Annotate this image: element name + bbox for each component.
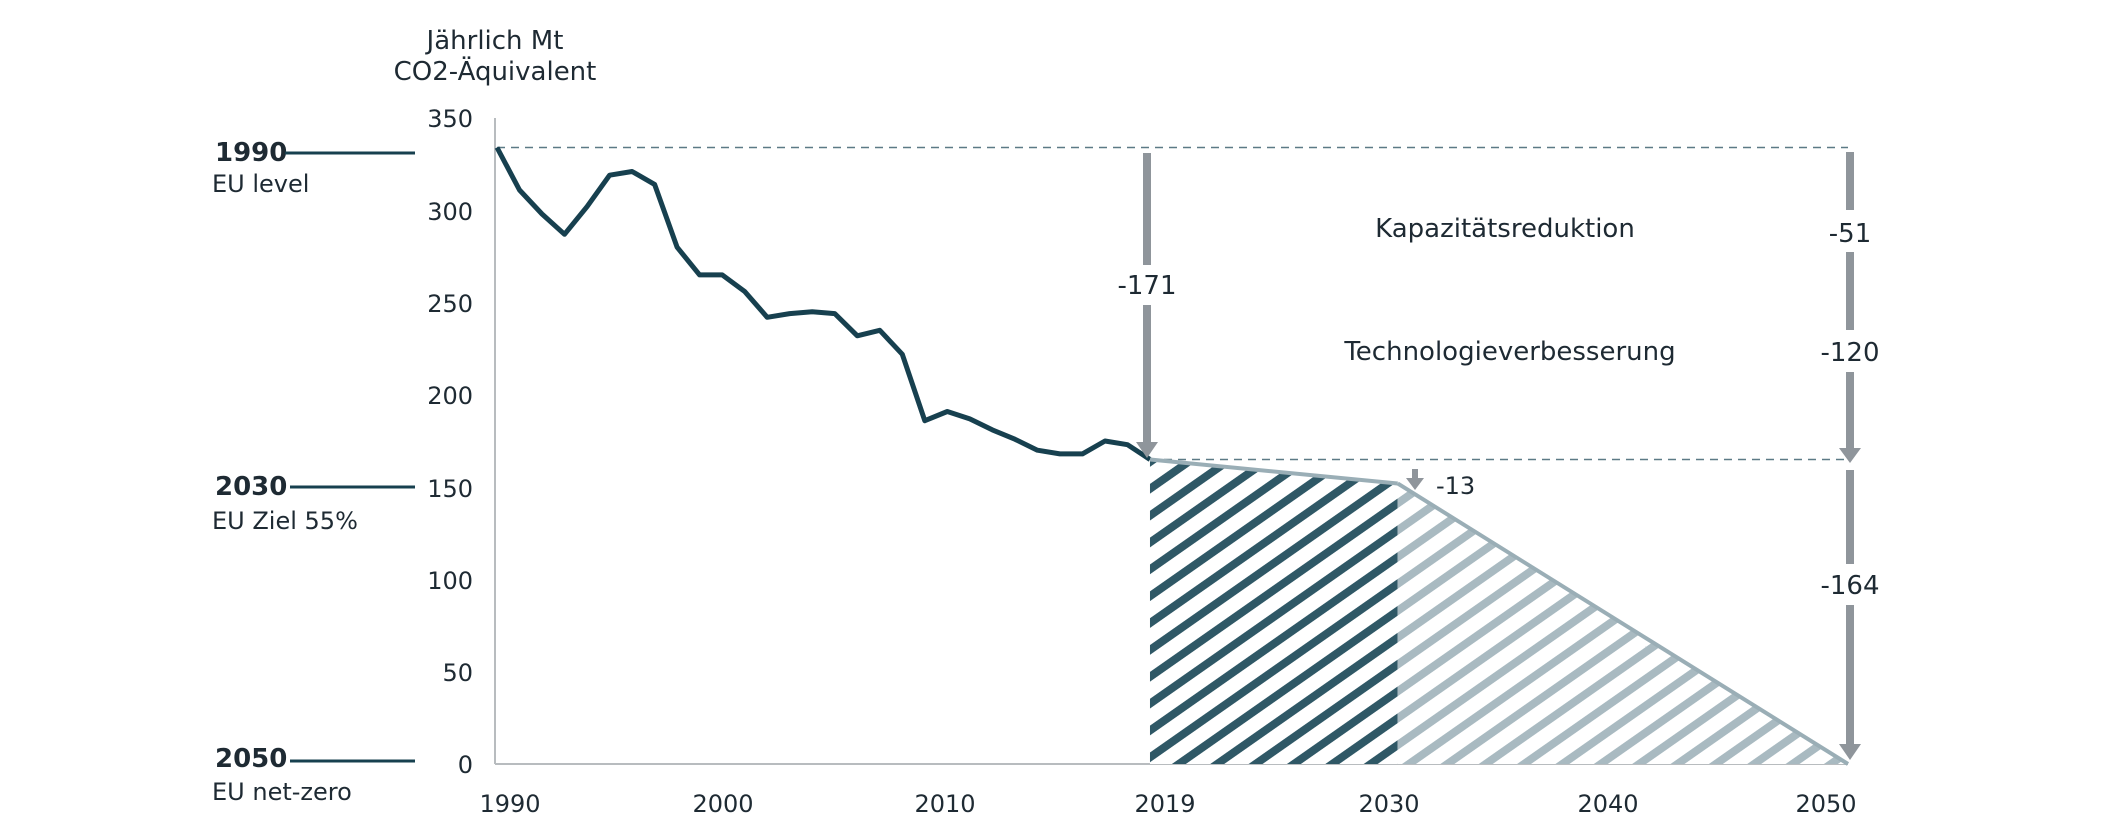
arrow-2030-head <box>1406 478 1424 490</box>
x-tick-label: 2000 <box>692 790 753 818</box>
y-tick-label: 200 <box>427 382 473 410</box>
y-tick-label: 250 <box>427 290 473 318</box>
y-axis-label-line1: Jährlich Mt <box>425 26 564 56</box>
capacity-reduction-label: Kapazitätsreduktion <box>1375 214 1635 244</box>
arrow-2019-head <box>1136 442 1158 458</box>
x-tick-label: 2019 <box>1134 790 1195 818</box>
y-tick-label: 150 <box>427 475 473 503</box>
series-2019-2030-line <box>1149 457 1398 486</box>
y-tick-label: 300 <box>427 198 473 226</box>
y-axis-label-line2: CO2-Äquivalent <box>394 55 597 87</box>
reference-label-2050: EU net-zero <box>212 778 352 806</box>
arrow-2019-value: -171 <box>1117 271 1176 301</box>
reference-label-2030: EU Ziel 55% <box>212 507 358 535</box>
y-tick-label: 0 <box>458 751 473 779</box>
x-tick-label: 2050 <box>1795 790 1856 818</box>
reference-year-2030: 2030 <box>215 472 287 502</box>
series-2030-2050-line <box>1396 481 1850 766</box>
x-tick-label: 1990 <box>479 790 540 818</box>
technology-improvement-label: Technologieverbesserung <box>1343 337 1675 367</box>
arrow-2030-value: -13 <box>1436 472 1475 500</box>
arrow-2030: -13 <box>1406 469 1475 500</box>
arrow-2050-value-b: -120 <box>1820 338 1879 368</box>
x-tick-label: 2010 <box>914 790 975 818</box>
arrow-2050-head-2 <box>1839 744 1861 760</box>
arrow-2050-value-c: -164 <box>1820 571 1879 601</box>
y-tick-label: 350 <box>427 105 473 133</box>
arrow-2019: -171 <box>1117 153 1177 458</box>
reference-year-2050: 2050 <box>215 744 287 774</box>
reference-1990: 1990 EU level <box>212 138 415 198</box>
y-tick-labels: 350 300 250 200 150 100 50 0 <box>427 105 473 779</box>
x-tick-label: 2030 <box>1358 790 1419 818</box>
arrow-2050-value-a: -51 <box>1829 219 1871 249</box>
reference-year-1990: 1990 <box>215 138 287 168</box>
arrow-2050-head-1 <box>1839 448 1861 463</box>
series-historical-line <box>494 146 1152 462</box>
hatched-area-2019-2030 <box>1149 459 1398 764</box>
reference-2030: 2030 EU Ziel 55% <box>212 472 415 535</box>
x-tick-label: 2040 <box>1577 790 1638 818</box>
y-tick-label: 100 <box>427 567 473 595</box>
x-tick-labels: 1990 2000 2010 2019 2030 2040 2050 <box>479 790 1856 818</box>
reference-label-1990: EU level <box>212 170 309 198</box>
arrow-2050: -51 -120 -164 <box>1820 152 1880 760</box>
y-tick-label: 50 <box>442 659 473 687</box>
reference-2050: 2050 EU net-zero <box>212 744 415 806</box>
